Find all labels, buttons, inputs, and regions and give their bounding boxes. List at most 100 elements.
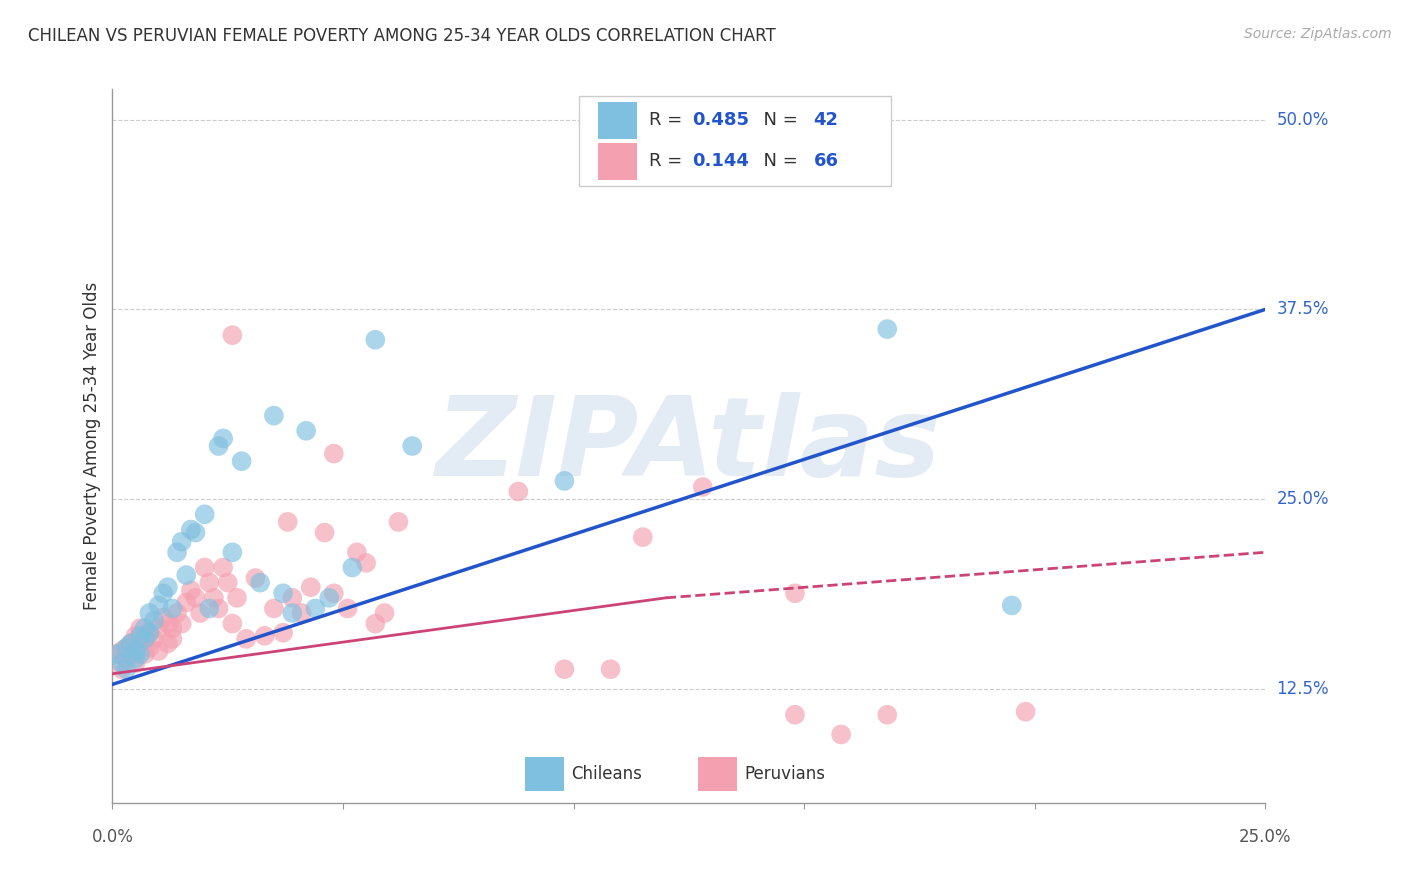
Point [783, 586, 806, 600]
Point [221, 328, 243, 343]
Text: N =: N = [752, 112, 804, 129]
Point [354, 556, 377, 570]
Point [322, 586, 344, 600]
Point [235, 632, 257, 646]
Point [156, 636, 179, 650]
Point [156, 580, 179, 594]
Point [184, 591, 207, 605]
Text: R =: R = [648, 153, 688, 170]
Point [226, 591, 249, 605]
Text: 0.485: 0.485 [692, 112, 749, 129]
Point [198, 601, 221, 615]
Point [115, 640, 138, 655]
Point [263, 601, 285, 615]
Point [129, 621, 152, 635]
Point [202, 591, 225, 605]
Point [129, 629, 152, 643]
Point [401, 439, 423, 453]
Point [281, 591, 304, 605]
Point [152, 586, 174, 600]
Text: 12.5%: 12.5% [1277, 680, 1329, 698]
Point [124, 644, 146, 658]
Point [277, 515, 299, 529]
Point [148, 621, 170, 635]
Text: N =: N = [752, 153, 804, 170]
Point [134, 647, 156, 661]
Point [318, 591, 340, 605]
FancyBboxPatch shape [598, 102, 637, 139]
FancyBboxPatch shape [526, 757, 564, 791]
Point [111, 644, 134, 658]
Point [124, 656, 146, 670]
Point [692, 480, 714, 494]
Point [134, 632, 156, 646]
Point [876, 322, 898, 336]
Point [253, 629, 276, 643]
Point [115, 651, 138, 665]
Point [364, 333, 387, 347]
Point [299, 580, 322, 594]
Text: 66: 66 [814, 153, 838, 170]
Point [138, 625, 160, 640]
Point [138, 606, 160, 620]
FancyBboxPatch shape [699, 757, 737, 791]
Point [830, 727, 852, 741]
Point [271, 625, 294, 640]
Text: Peruvians: Peruvians [744, 765, 825, 783]
Point [143, 632, 166, 646]
Point [194, 508, 217, 522]
Point [295, 424, 318, 438]
Point [221, 616, 243, 631]
Point [170, 534, 193, 549]
Point [180, 583, 202, 598]
Point [876, 707, 898, 722]
Point [1001, 599, 1024, 613]
Point [162, 632, 184, 646]
Point [148, 599, 170, 613]
Point [120, 636, 142, 650]
Point [374, 606, 396, 620]
Text: Chileans: Chileans [571, 765, 643, 783]
Point [1014, 705, 1036, 719]
Point [170, 616, 193, 631]
Point [322, 447, 344, 461]
Point [231, 454, 253, 468]
Point [134, 621, 156, 635]
Point [111, 656, 134, 670]
Point [148, 644, 170, 658]
Point [783, 707, 806, 722]
Text: 50.0%: 50.0% [1277, 111, 1329, 128]
Point [346, 545, 368, 559]
Point [631, 530, 654, 544]
Point [342, 560, 364, 574]
Point [124, 651, 146, 665]
Point [120, 636, 142, 650]
Point [180, 523, 202, 537]
Point [124, 629, 146, 643]
Point [314, 525, 336, 540]
Point [129, 636, 152, 650]
Point [174, 568, 197, 582]
Point [174, 595, 197, 609]
Text: 0.144: 0.144 [692, 153, 749, 170]
Point [143, 614, 166, 628]
Point [599, 662, 621, 676]
Point [115, 640, 138, 655]
Point [152, 610, 174, 624]
Point [304, 601, 326, 615]
Point [212, 560, 235, 574]
FancyBboxPatch shape [579, 96, 891, 186]
Point [207, 601, 229, 615]
Point [166, 545, 188, 559]
Point [105, 647, 128, 661]
Point [336, 601, 359, 615]
Point [207, 439, 229, 453]
Text: 42: 42 [814, 112, 838, 129]
FancyBboxPatch shape [598, 143, 637, 180]
Point [271, 586, 294, 600]
Point [217, 575, 239, 590]
Point [156, 616, 179, 631]
Text: Source: ZipAtlas.com: Source: ZipAtlas.com [1244, 27, 1392, 41]
Point [553, 474, 575, 488]
Point [162, 601, 184, 615]
